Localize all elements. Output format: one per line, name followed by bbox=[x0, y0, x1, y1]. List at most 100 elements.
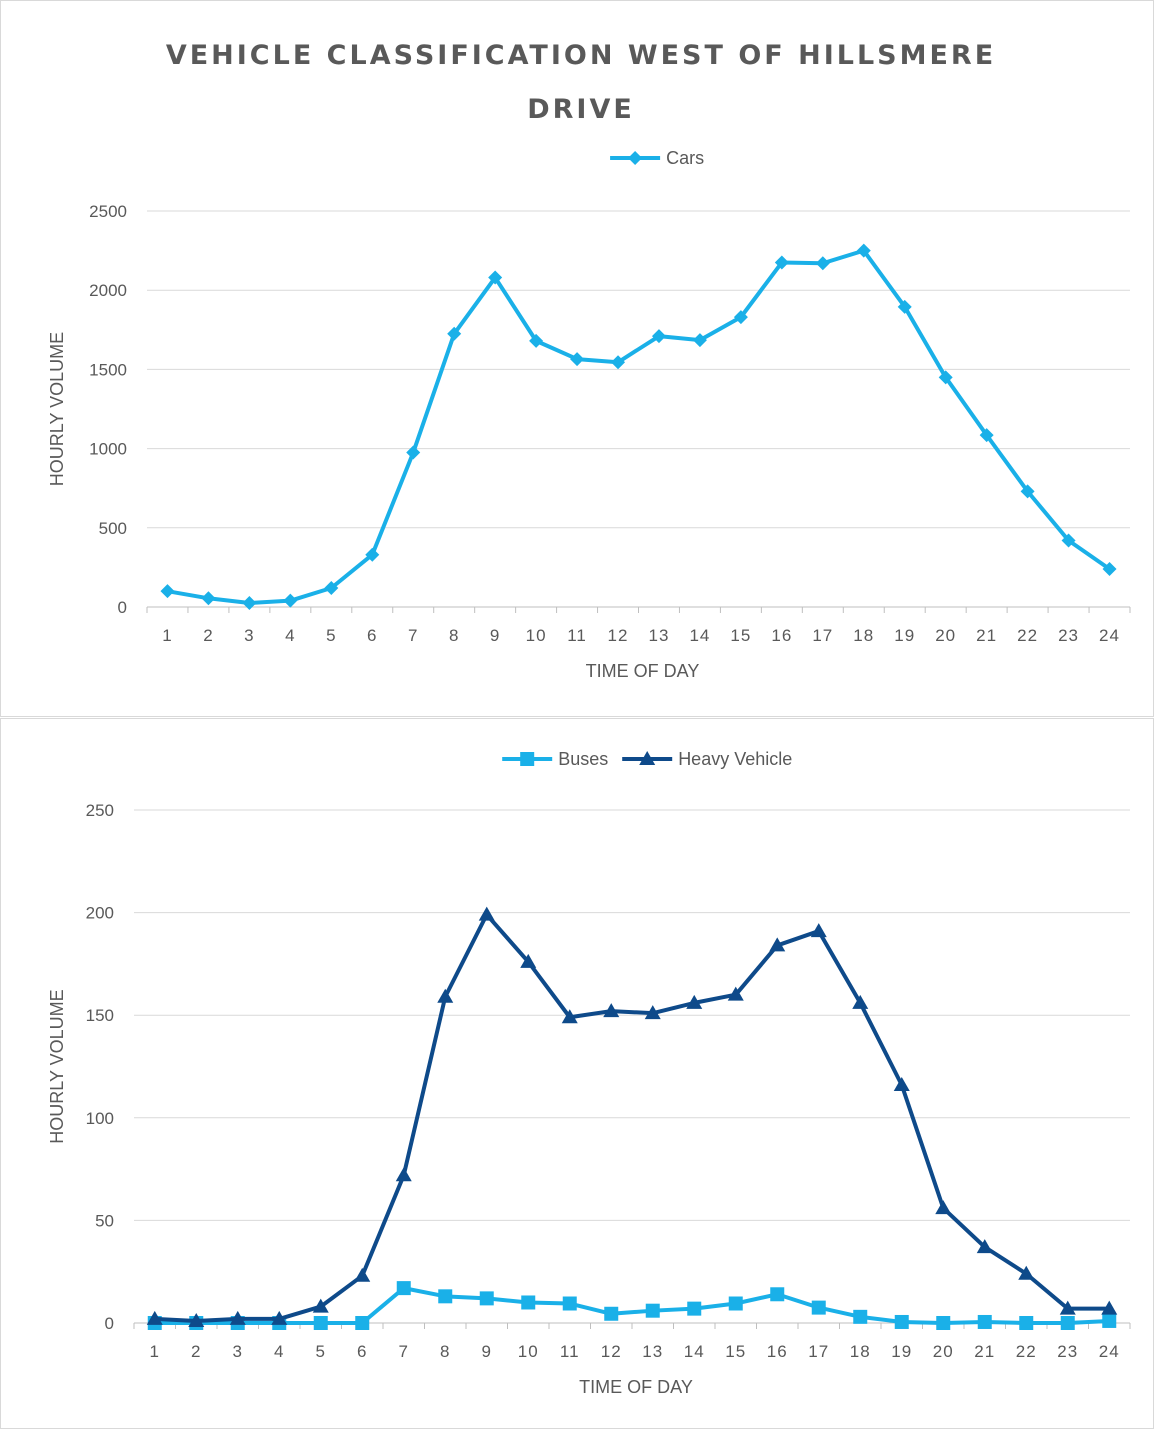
x-tick-label: 6 bbox=[357, 1342, 367, 1361]
data-point-heavy-vehicle bbox=[976, 1239, 993, 1254]
y-axis-title: HOURLY VOLUME bbox=[47, 332, 67, 486]
x-tick-label: 19 bbox=[894, 626, 915, 645]
data-point-buses bbox=[936, 1316, 951, 1330]
x-tick-label: 6 bbox=[367, 626, 377, 645]
data-point-buses bbox=[604, 1306, 619, 1321]
data-point-cars bbox=[692, 333, 707, 348]
data-point-heavy-vehicle bbox=[769, 937, 786, 952]
y-tick-label: 2500 bbox=[89, 202, 127, 221]
data-point-heavy-vehicle bbox=[312, 1298, 329, 1313]
data-point-heavy-vehicle bbox=[271, 1310, 288, 1325]
y-tick-label: 2000 bbox=[89, 281, 127, 300]
legend-label-buses: Buses bbox=[558, 749, 608, 769]
data-point-cars bbox=[406, 445, 421, 460]
x-tick-label: 21 bbox=[974, 1342, 995, 1361]
data-point-cars bbox=[160, 584, 175, 599]
data-point-heavy-vehicle bbox=[1018, 1265, 1035, 1280]
x-tick-label: 23 bbox=[1057, 1342, 1078, 1361]
data-point-heavy-vehicle bbox=[478, 906, 495, 921]
data-point-buses bbox=[479, 1291, 494, 1306]
x-tick-label: 1 bbox=[162, 626, 172, 645]
data-point-cars bbox=[979, 428, 994, 443]
chart-panel-buses-heavy: 0 50 100 150 200 250 1 2 3 4 5 6 7 8 9 10 11 12 13 14 15 16 17… bbox=[0, 718, 1154, 1429]
data-point-cars bbox=[1061, 533, 1076, 548]
y-tick-label: 0 bbox=[118, 598, 127, 617]
x-tick-label: 15 bbox=[725, 1342, 746, 1361]
chart-title-line-1: VEHICLE CLASSIFICATION WEST OF HILLSMERE bbox=[165, 40, 997, 71]
data-point-cars bbox=[242, 596, 257, 611]
data-point-cars bbox=[897, 299, 912, 314]
data-point-heavy-vehicle bbox=[395, 1167, 412, 1182]
data-point-heavy-vehicle bbox=[727, 986, 744, 1001]
data-point-buses bbox=[811, 1300, 826, 1315]
y-tick-label: 150 bbox=[86, 1006, 114, 1025]
data-point-cars bbox=[488, 270, 503, 285]
x-tick-label: 24 bbox=[1099, 626, 1120, 645]
legend-marker-buses bbox=[520, 752, 535, 766]
chart-title-line-2: DRIVE bbox=[527, 94, 635, 125]
data-point-heavy-vehicle bbox=[935, 1200, 952, 1215]
series-line-buses bbox=[154, 1286, 1110, 1325]
y-tick-label: 100 bbox=[86, 1109, 114, 1128]
x-tick-label: 19 bbox=[891, 1342, 912, 1361]
chart-panel-cars: VEHICLE CLASSIFICATION WEST OF HILLSMERE… bbox=[0, 0, 1154, 717]
x-tick-label: 10 bbox=[526, 626, 547, 645]
data-point-cars bbox=[774, 255, 789, 270]
data-point-buses bbox=[894, 1314, 909, 1329]
x-tick-label: 22 bbox=[1017, 626, 1038, 645]
data-point-cars bbox=[1102, 561, 1117, 576]
y-tick-label: 200 bbox=[86, 904, 114, 923]
x-tick-label: 8 bbox=[449, 626, 459, 645]
x-tick-label: 14 bbox=[689, 626, 710, 645]
data-point-heavy-vehicle bbox=[603, 1003, 620, 1018]
chart-title: VEHICLE CLASSIFICATION WEST OF HILLSMERE… bbox=[1, 29, 1154, 137]
data-point-buses bbox=[853, 1309, 868, 1324]
data-point-heavy-vehicle bbox=[1101, 1300, 1118, 1315]
x-tick-label: 20 bbox=[933, 1342, 954, 1361]
x-tick-label: 17 bbox=[808, 1342, 829, 1361]
data-point-buses bbox=[1019, 1316, 1034, 1330]
legend-label-cars: Cars bbox=[666, 148, 704, 168]
y-tick-label: 50 bbox=[95, 1211, 114, 1230]
data-point-cars bbox=[570, 352, 585, 367]
data-point-buses bbox=[521, 1295, 536, 1310]
data-point-buses bbox=[728, 1296, 743, 1311]
x-tick-label: 2 bbox=[191, 1342, 201, 1361]
data-point-buses bbox=[687, 1301, 702, 1316]
data-point-heavy-vehicle bbox=[852, 994, 869, 1009]
data-point-heavy-vehicle bbox=[1059, 1300, 1076, 1315]
x-tick-label: 16 bbox=[767, 1342, 788, 1361]
data-point-buses bbox=[977, 1314, 992, 1329]
x-tick-label: 4 bbox=[274, 1342, 284, 1361]
data-point-cars bbox=[201, 591, 216, 606]
x-tick-label: 14 bbox=[684, 1342, 705, 1361]
x-tick-label: 3 bbox=[244, 626, 254, 645]
data-point-heavy-vehicle bbox=[893, 1076, 910, 1091]
x-tick-label: 9 bbox=[482, 1342, 492, 1361]
data-point-cars bbox=[651, 329, 666, 344]
data-point-cars bbox=[447, 326, 462, 341]
x-tick-label: 18 bbox=[850, 1342, 871, 1361]
data-point-cars bbox=[938, 370, 953, 385]
x-tick-label: 5 bbox=[316, 1342, 326, 1361]
x-tick-label: 15 bbox=[730, 626, 751, 645]
x-tick-label: 12 bbox=[601, 1342, 622, 1361]
data-point-heavy-vehicle bbox=[520, 953, 537, 968]
data-point-heavy-vehicle bbox=[354, 1267, 371, 1282]
x-tick-label: 7 bbox=[408, 626, 418, 645]
x-tick-label: 22 bbox=[1016, 1342, 1037, 1361]
x-tick-label: 4 bbox=[285, 626, 295, 645]
data-point-heavy-vehicle bbox=[188, 1312, 205, 1327]
data-point-cars bbox=[365, 547, 380, 562]
data-point-buses bbox=[1102, 1313, 1117, 1328]
x-tick-label: 13 bbox=[642, 1342, 663, 1361]
data-point-cars bbox=[529, 333, 544, 348]
x-tick-label: 11 bbox=[560, 1342, 580, 1361]
y-tick-label: 500 bbox=[99, 519, 127, 538]
data-point-cars bbox=[733, 310, 748, 325]
x-tick-label: 1 bbox=[150, 1342, 160, 1361]
x-tick-label: 13 bbox=[649, 626, 670, 645]
data-point-buses bbox=[396, 1281, 411, 1296]
series-line-heavy-vehicle bbox=[154, 912, 1110, 1323]
